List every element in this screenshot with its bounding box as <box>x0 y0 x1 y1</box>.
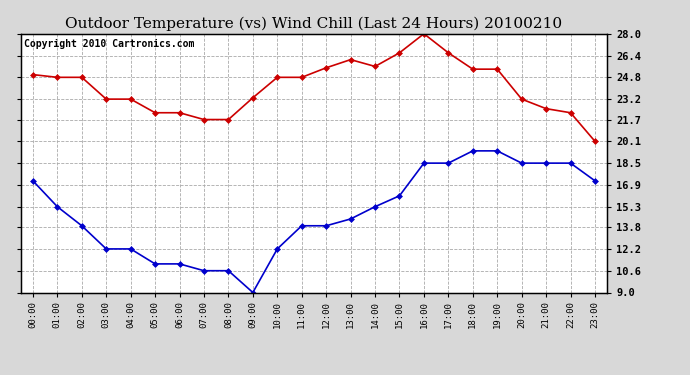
Text: Copyright 2010 Cartronics.com: Copyright 2010 Cartronics.com <box>23 39 194 49</box>
Title: Outdoor Temperature (vs) Wind Chill (Last 24 Hours) 20100210: Outdoor Temperature (vs) Wind Chill (Las… <box>66 17 562 31</box>
